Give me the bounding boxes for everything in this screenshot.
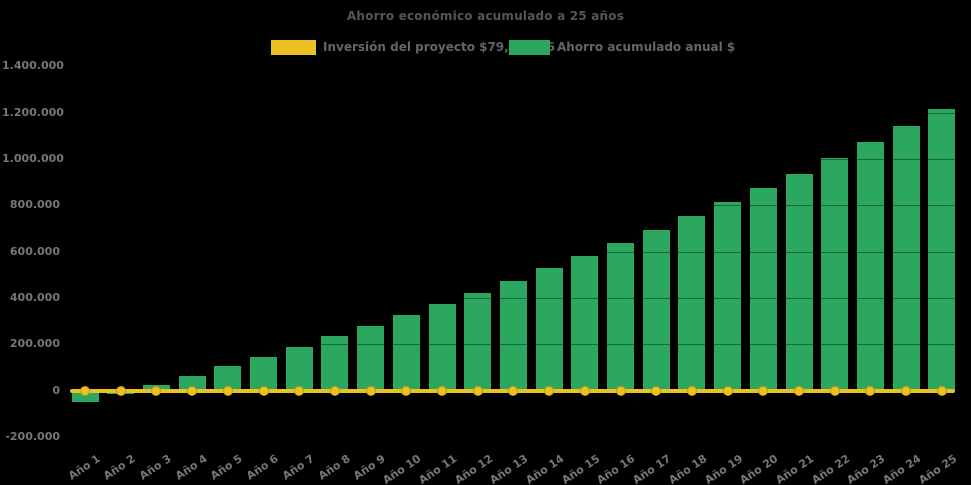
investment-point[interactable] — [901, 385, 912, 396]
legend-label-ahorro: Ahorro acumulado anual $ — [557, 40, 736, 54]
x-tick-label: Año 7 — [279, 452, 317, 483]
investment-point[interactable] — [686, 385, 697, 396]
x-tick-label: Año 19 — [701, 452, 745, 485]
x-tick-label: Año 2 — [101, 452, 138, 483]
y-tick-label: 1.400.000 — [2, 59, 64, 73]
x-tick-label: Año 21 — [773, 452, 817, 485]
y-tick-label: 800.000 — [9, 198, 60, 212]
gridline — [66, 112, 958, 114]
bar-año-16[interactable] — [607, 243, 634, 391]
bar-año-17[interactable] — [642, 229, 670, 391]
x-tick-label: Año 1 — [65, 452, 103, 483]
bar-año-11[interactable] — [428, 303, 456, 391]
x-tick-label: Año 22 — [809, 452, 852, 485]
investment-point[interactable] — [794, 385, 804, 396]
gridline — [66, 344, 958, 346]
bar-año-19[interactable] — [714, 202, 742, 391]
bar-año-15[interactable] — [571, 255, 599, 391]
x-tick-label: Año 4 — [172, 452, 210, 483]
bar-año-22[interactable] — [821, 157, 849, 391]
bar-año-9[interactable] — [357, 326, 385, 391]
investment-point[interactable] — [437, 385, 447, 396]
x-tick-label: Año 15 — [559, 452, 603, 485]
investment-point[interactable] — [472, 385, 483, 396]
bar-año-7[interactable] — [285, 346, 313, 391]
x-tick-label: Año 14 — [523, 452, 567, 485]
x-tick-label: Año 8 — [315, 452, 353, 483]
legend-swatch-ahorro — [509, 40, 550, 55]
x-tick-label: Año 20 — [737, 452, 781, 485]
gridline — [66, 66, 958, 68]
y-tick-label: 600.000 — [9, 244, 60, 258]
y-tick-label: 200.000 — [9, 337, 60, 351]
x-tick-label: Año 25 — [916, 452, 960, 485]
chart-title: Ahorro económico acumulado a 25 años — [346, 9, 625, 23]
x-tick-label: Año 17 — [630, 452, 674, 485]
investment-point[interactable] — [865, 385, 876, 396]
x-tick-label: Año 6 — [244, 452, 281, 483]
investment-point[interactable] — [294, 385, 305, 396]
y-tick-label: 1.000.000 — [2, 152, 64, 166]
investment-point[interactable] — [651, 385, 662, 396]
investment-point[interactable] — [329, 385, 340, 396]
y-tick-label: 400.000 — [9, 291, 60, 305]
x-tick-label: Año 23 — [844, 452, 888, 485]
investment-point[interactable] — [829, 385, 840, 396]
bar-año-6[interactable] — [250, 356, 277, 391]
bar-año-25[interactable] — [928, 108, 956, 391]
x-tick-label: Año 5 — [208, 452, 246, 483]
y-tick-label: -200.000 — [5, 430, 60, 444]
x-tick-label: Año 12 — [452, 452, 495, 485]
investment-point[interactable] — [115, 385, 126, 396]
investment-point[interactable] — [508, 385, 519, 396]
bar-año-12[interactable] — [464, 292, 492, 391]
bar-año-18[interactable] — [678, 216, 706, 391]
bar-año-1[interactable] — [71, 390, 99, 402]
bar-año-24[interactable] — [892, 125, 920, 391]
legend-swatch-inversion — [271, 40, 316, 55]
x-tick-label: Año 10 — [380, 452, 424, 485]
investment-point[interactable] — [80, 385, 90, 396]
investment-point[interactable] — [758, 385, 769, 396]
x-tick-label: Año 16 — [594, 452, 638, 485]
gridline — [66, 251, 958, 253]
bar-año-10[interactable] — [392, 315, 420, 391]
gridline — [66, 437, 958, 439]
investment-point[interactable] — [187, 385, 198, 396]
bar-año-23[interactable] — [856, 141, 884, 391]
bar-año-4[interactable] — [178, 375, 206, 391]
investment-point[interactable] — [544, 385, 555, 396]
gridline — [66, 159, 958, 161]
x-tick-label: Año 11 — [416, 452, 460, 485]
investment-point[interactable] — [365, 385, 376, 396]
investment-point[interactable] — [258, 385, 269, 396]
investment-point[interactable] — [722, 385, 733, 396]
bar-año-8[interactable] — [321, 336, 349, 391]
investment-point[interactable] — [579, 385, 590, 396]
investment-point[interactable] — [936, 385, 947, 396]
bar-año-14[interactable] — [535, 268, 563, 391]
investment-point[interactable] — [401, 385, 412, 396]
legend-label-inversion: Inversión del proyecto $79,405.56 — [323, 40, 556, 54]
bar-año-20[interactable] — [749, 187, 777, 391]
legend-item-ahorro[interactable]: Ahorro acumulado anual $ — [509, 40, 735, 55]
x-tick-label: Año 18 — [666, 452, 710, 485]
investment-point[interactable] — [222, 385, 233, 396]
x-tick-label: Año 24 — [880, 452, 924, 485]
legend-item-inversion[interactable]: Inversión del proyecto $79,405.56 — [271, 40, 555, 55]
y-tick-label: 0 — [52, 383, 60, 397]
gridline — [66, 205, 958, 207]
gridline — [66, 298, 958, 300]
investment-point[interactable] — [615, 385, 626, 396]
x-tick-label: Año 3 — [137, 452, 174, 483]
investment-point[interactable] — [151, 385, 162, 396]
y-tick-label: 1.200.000 — [2, 105, 64, 119]
bar-año-13[interactable] — [499, 280, 527, 391]
x-tick-label: Año 13 — [487, 452, 531, 485]
bar-año-21[interactable] — [785, 173, 813, 391]
